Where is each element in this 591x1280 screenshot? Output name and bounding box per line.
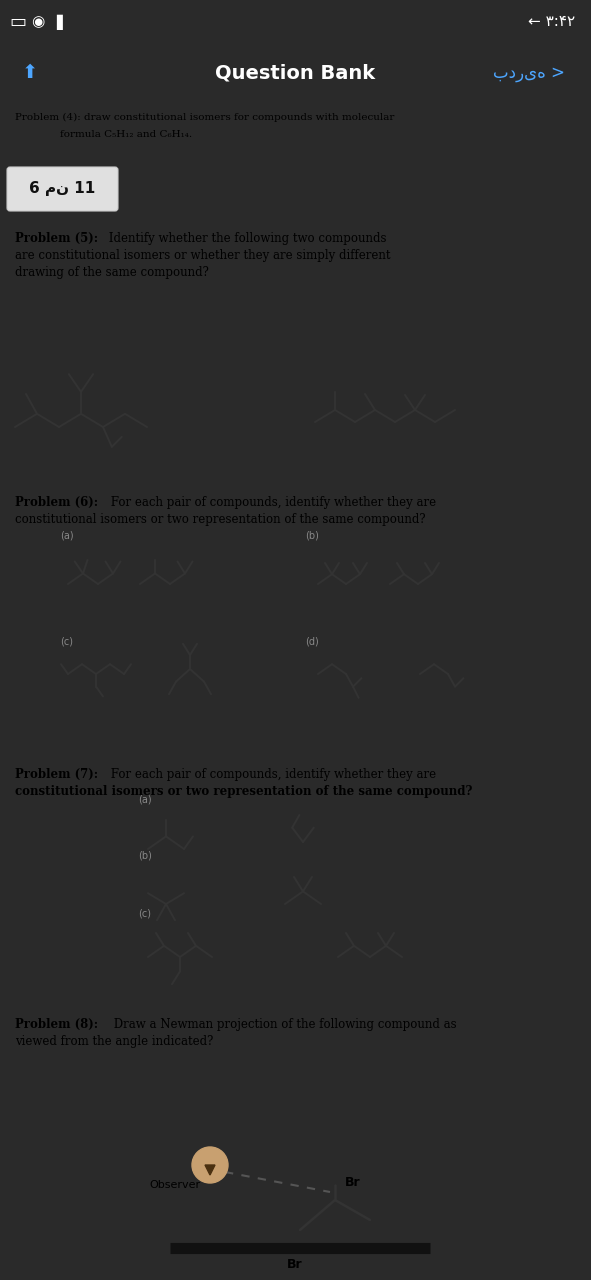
Text: Problem (8):: Problem (8): [15, 1018, 98, 1030]
Text: constitutional isomers or two representation of the same compound?: constitutional isomers or two representa… [15, 513, 426, 526]
FancyBboxPatch shape [7, 166, 118, 211]
Text: ▭: ▭ [9, 13, 27, 31]
Text: ◉: ◉ [31, 14, 45, 29]
Text: (c): (c) [60, 637, 73, 646]
Text: (b): (b) [138, 851, 152, 861]
Text: For each pair of compounds, identify whether they are: For each pair of compounds, identify whe… [107, 495, 436, 509]
Text: Br: Br [287, 1258, 303, 1271]
Text: ▐: ▐ [50, 14, 62, 29]
Text: Problem (4): draw constitutional isomers for compounds with molecular: Problem (4): draw constitutional isomers… [15, 113, 394, 122]
Text: Question Bank: Question Bank [215, 64, 375, 82]
Text: Br: Br [345, 1175, 361, 1189]
Text: viewed from the angle indicated?: viewed from the angle indicated? [15, 1036, 213, 1048]
Text: ⬆: ⬆ [22, 64, 38, 82]
Text: (a): (a) [138, 795, 152, 805]
Text: Problem (6):: Problem (6): [15, 495, 98, 509]
Text: formula C₅H₁₂ and C₆H₁₄.: formula C₅H₁₂ and C₆H₁₄. [60, 131, 192, 140]
Text: drawing of the same compound?: drawing of the same compound? [15, 266, 209, 279]
Text: بدریه >: بدریه > [493, 64, 565, 82]
Text: 6 من 11: 6 من 11 [29, 182, 95, 197]
Text: For each pair of compounds, identify whether they are: For each pair of compounds, identify whe… [107, 768, 436, 781]
Text: are constitutional isomers or whether they are simply different: are constitutional isomers or whether th… [15, 250, 391, 262]
Text: (a): (a) [60, 531, 74, 541]
Text: Problem (7):: Problem (7): [15, 768, 98, 781]
Text: (d): (d) [305, 637, 319, 646]
Text: ← ۳:۴۲: ← ۳:۴۲ [528, 14, 575, 29]
Circle shape [192, 1147, 228, 1183]
Text: (c): (c) [138, 909, 151, 919]
Text: Problem (5):: Problem (5): [15, 232, 98, 244]
Text: Identify whether the following two compounds: Identify whether the following two compo… [105, 232, 387, 244]
Polygon shape [205, 1165, 215, 1175]
Text: Draw a Newman projection of the following compound as: Draw a Newman projection of the followin… [110, 1018, 457, 1030]
Text: (b): (b) [305, 531, 319, 541]
Text: constitutional isomers or two representation of the same compound?: constitutional isomers or two representa… [15, 785, 472, 797]
Text: Observer: Observer [150, 1180, 200, 1190]
